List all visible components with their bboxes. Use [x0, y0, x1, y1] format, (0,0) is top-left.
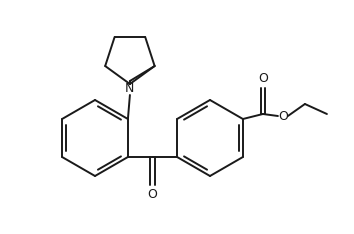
- Text: O: O: [278, 110, 288, 123]
- Text: N: N: [125, 81, 135, 95]
- Text: O: O: [258, 72, 268, 84]
- Text: O: O: [148, 189, 158, 201]
